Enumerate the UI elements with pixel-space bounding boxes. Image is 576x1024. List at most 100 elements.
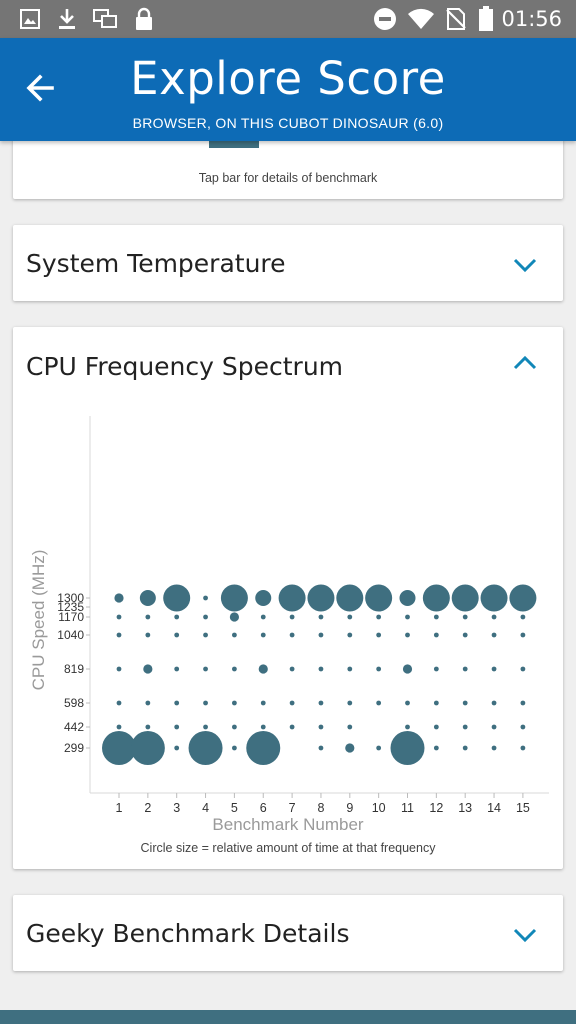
status-bar: 01:56 <box>0 0 576 38</box>
y-tick-label: 1040 <box>57 628 84 642</box>
frequency-bubble <box>462 614 468 620</box>
y-tick-label: 442 <box>64 720 84 734</box>
frequency-bubble <box>130 731 165 765</box>
chevron-down-icon[interactable] <box>511 251 539 279</box>
y-tick-label: 299 <box>64 741 84 755</box>
frequency-bubble <box>116 614 122 620</box>
frequency-bubble <box>145 724 151 730</box>
frequency-bubble <box>365 584 393 612</box>
frequency-bubble <box>145 700 151 706</box>
x-tick-label: 10 <box>372 801 386 815</box>
frequency-bubble <box>289 700 295 706</box>
frequency-bubble <box>347 632 353 638</box>
frequency-bubble <box>451 584 479 612</box>
frequency-bubble <box>116 724 122 730</box>
y-tick-label: 1300 <box>57 591 84 605</box>
frequency-bubble <box>318 745 324 751</box>
frequency-bubble <box>491 614 497 620</box>
frequency-bubble <box>232 700 237 706</box>
frequency-bubble <box>318 614 324 620</box>
y-tick-label: 1235 <box>57 600 84 614</box>
page-title: Explore Score <box>130 52 446 105</box>
frequency-bubble <box>258 664 268 674</box>
frequency-bubble <box>520 700 526 706</box>
app-bar: Explore Score BROWSER, ON THIS CUBOT DIN… <box>0 38 576 141</box>
frequency-bubble <box>405 632 410 638</box>
frequency-bubble <box>139 590 156 606</box>
lock-icon <box>132 0 156 38</box>
frequency-bubble <box>188 731 223 765</box>
frequency-bubble <box>462 632 468 638</box>
no-sim-icon <box>444 0 468 38</box>
frequency-bubble <box>260 724 266 730</box>
x-tick-label: 15 <box>516 801 530 815</box>
frequency-bubble <box>174 745 180 751</box>
x-tick-label: 6 <box>260 801 267 815</box>
frequency-bubble <box>260 614 266 620</box>
frequency-bubble <box>405 724 410 730</box>
frequency-bubble <box>232 666 237 672</box>
y-tick-label: 1170 <box>58 610 84 624</box>
system-temperature-card[interactable]: System Temperature <box>13 225 563 301</box>
frequency-bubble <box>174 666 180 672</box>
x-tick-label: 8 <box>317 801 324 815</box>
frequency-bubble <box>399 590 416 606</box>
frequency-bubble <box>491 632 497 638</box>
x-tick-label: 7 <box>289 801 296 815</box>
frequency-bubble <box>347 614 353 620</box>
frequency-bubble <box>347 700 353 706</box>
page-subtitle: BROWSER, ON THIS CUBOT DINOSAUR (6.0) <box>132 115 444 131</box>
image-icon <box>18 0 42 38</box>
frequency-bubble <box>232 724 237 730</box>
frequency-bubble <box>347 724 353 730</box>
x-tick-label: 13 <box>458 801 472 815</box>
frequency-bubble <box>347 666 353 672</box>
frequency-bubble <box>163 584 191 612</box>
frequency-bubble <box>145 632 151 638</box>
frequency-bubble <box>520 666 526 672</box>
battery-icon <box>476 0 496 38</box>
frequency-bubble <box>462 700 468 706</box>
frequency-bubble <box>289 724 295 730</box>
frequency-bubble <box>246 731 281 765</box>
frequency-bubble <box>376 700 382 706</box>
frequency-bubble <box>116 700 122 706</box>
frequency-bubble <box>422 584 450 612</box>
frequency-bubble <box>289 614 295 620</box>
frequency-bubble <box>376 666 382 672</box>
chevron-down-icon[interactable] <box>511 921 539 949</box>
back-button[interactable] <box>18 66 62 110</box>
x-tick-label: 11 <box>401 801 414 815</box>
frequency-bubble <box>376 614 382 620</box>
frequency-bubble <box>174 724 180 730</box>
frequency-bubble <box>318 666 324 672</box>
frequency-bubble <box>405 700 410 706</box>
frequency-bubble <box>433 724 439 730</box>
frequency-bubble <box>102 731 136 765</box>
frequency-bubble <box>402 664 413 674</box>
frequency-bubble <box>433 614 439 620</box>
frequency-bubble <box>203 724 208 730</box>
frequency-bubble <box>433 632 439 638</box>
x-tick-label: 9 <box>346 801 353 815</box>
frequency-bubble <box>203 700 208 706</box>
frequency-bubble <box>480 584 508 612</box>
wifi-icon <box>406 0 436 38</box>
frequency-bubble <box>491 745 497 751</box>
x-tick-label: 2 <box>144 801 151 815</box>
frequency-bubble <box>145 614 151 620</box>
benchmark-note: Tap bar for details of benchmark <box>198 171 378 185</box>
frequency-bubble <box>289 666 295 672</box>
screens-icon <box>91 0 119 38</box>
frequency-bubble <box>255 590 272 606</box>
frequency-bubble <box>462 724 468 730</box>
frequency-bubble <box>520 614 526 620</box>
geeky-details-card[interactable]: Geeky Benchmark Details <box>13 895 563 971</box>
benchmark-bar[interactable] <box>209 140 259 148</box>
chevron-up-icon[interactable] <box>511 349 539 377</box>
frequency-bubble <box>376 632 382 638</box>
frequency-bubble <box>143 664 153 674</box>
frequency-bubble <box>491 666 497 672</box>
